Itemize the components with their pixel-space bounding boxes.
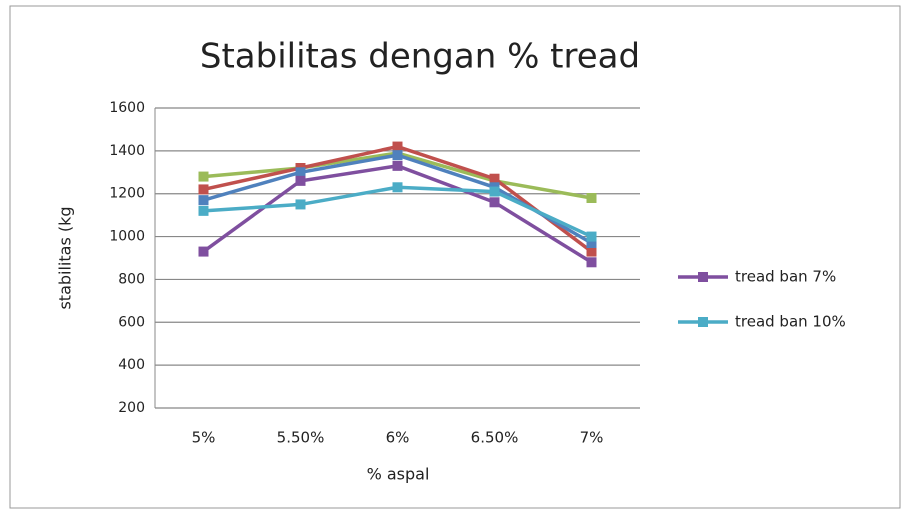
point-marker (198, 195, 209, 206)
x-tick-label: 6.50% (471, 429, 519, 447)
chart-border (9, 5, 901, 509)
y-tick-label: 800 (118, 271, 145, 287)
point-marker (198, 246, 209, 257)
y-tick-label: 1400 (109, 143, 145, 159)
point-marker (489, 197, 500, 208)
legend-label: tread ban 10% (735, 313, 846, 331)
y-axis-label: stabilitas (kg (56, 206, 75, 309)
point-marker (392, 141, 403, 152)
point-marker (489, 173, 500, 184)
point-marker (198, 184, 209, 195)
point-marker (392, 150, 403, 161)
y-tick-label: 200 (118, 400, 145, 416)
legend-marker (698, 317, 708, 327)
point-marker (198, 205, 209, 216)
point-marker (586, 257, 597, 268)
point-marker (295, 175, 306, 186)
point-marker (586, 231, 597, 242)
y-tick-label: 1000 (109, 229, 145, 245)
point-marker (586, 238, 597, 248)
point-marker (586, 193, 597, 203)
x-tick-label: 6% (386, 429, 410, 447)
y-tick-label: 1600 (109, 100, 145, 116)
x-tick-label: 7% (580, 429, 604, 447)
chart-title: Stabilitas dengan % tread (200, 37, 640, 77)
point-marker (295, 167, 306, 178)
point-marker (392, 160, 403, 171)
y-tick-label: 600 (118, 314, 145, 330)
legend-label: tread ban 7% (735, 268, 836, 286)
point-marker (198, 171, 209, 182)
point-marker (489, 186, 500, 197)
point-marker (586, 246, 597, 257)
x-tick-label: 5% (192, 429, 216, 447)
y-tick-label: 1200 (109, 186, 145, 202)
y-tick-label: 400 (118, 357, 145, 373)
point-marker (392, 182, 403, 193)
x-tick-label: 5.50% (277, 429, 325, 447)
x-axis-label: % aspal (367, 465, 430, 484)
point-marker (295, 199, 306, 210)
legend-marker (698, 272, 708, 282)
